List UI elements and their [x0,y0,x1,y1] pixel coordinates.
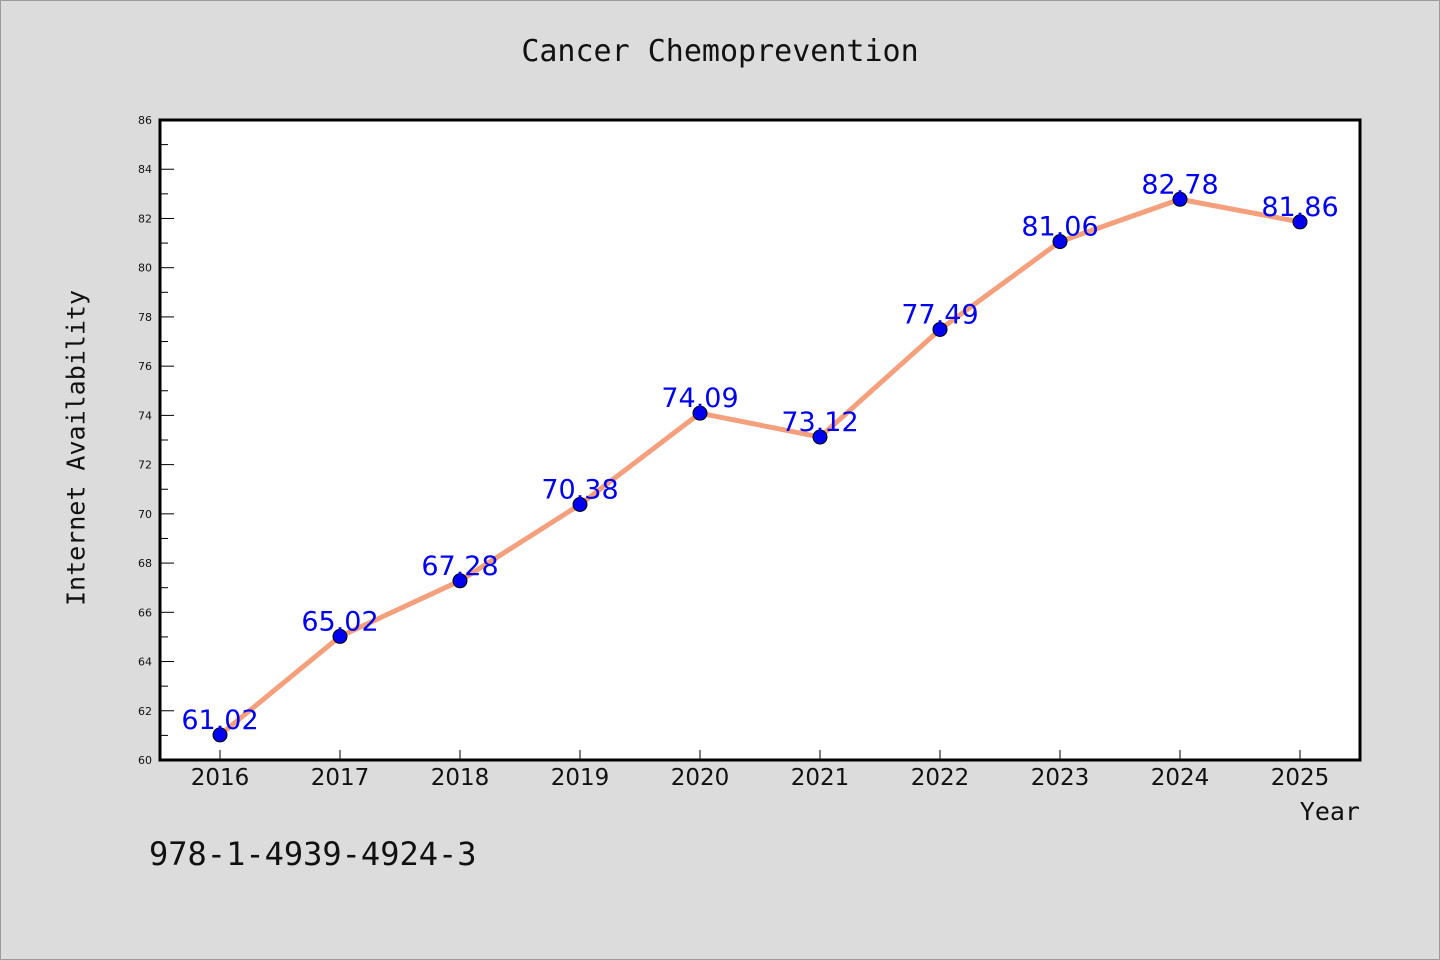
data-label: 82.78 [1141,169,1218,200]
y-tick-label: 66 [138,606,152,619]
data-point [1172,191,1188,207]
data-label: 81.06 [1021,212,1098,243]
y-tick-label: 68 [138,557,152,570]
chart-title: Cancer Chemoprevention [521,34,919,69]
data-label: 74.09 [661,383,738,414]
y-tick-label: 64 [138,656,152,669]
x-tick-label: 2018 [431,765,490,791]
x-tick-label: 2023 [1031,765,1090,791]
data-point [692,405,708,421]
data-point [332,628,348,644]
y-tick-label: 84 [138,163,152,176]
data-point [212,727,228,743]
x-tick-label: 2017 [311,765,370,791]
y-tick-label: 82 [138,212,152,225]
y-tick-label: 72 [138,459,152,472]
data-point [932,321,948,337]
data-point [812,429,828,445]
plot-area [158,118,1362,762]
y-tick-label: 74 [138,409,152,422]
x-tick-label: 2020 [671,765,730,791]
series-line [217,196,1303,738]
y-tick-label: 60 [138,754,152,767]
x-axis-label: Year [1299,797,1360,826]
data-point [1292,214,1308,230]
data-label: 67.28 [421,551,498,582]
y-tick-label: 70 [138,508,152,521]
data-point [1052,234,1068,250]
data-label: 65.02 [301,606,378,637]
data-label: 77.49 [901,299,978,330]
data-label: 70.38 [541,474,618,505]
data-label: 81.86 [1261,192,1338,223]
y-tick-label: 86 [138,114,152,127]
data-point [572,496,588,512]
y-tick-label: 78 [138,311,152,324]
x-tick-label: 2019 [551,765,610,791]
y-tick-label: 80 [138,262,152,275]
x-tick-label: 2022 [911,765,970,791]
isbn-text: 978-1-4939-4924-3 [149,835,477,873]
y-tick-label: 62 [138,705,152,718]
x-tick-label: 2021 [791,765,850,791]
y-tick-label: 76 [138,360,152,373]
data-point [452,573,468,589]
data-label: 61.02 [181,705,258,736]
data-label: 73.12 [781,407,858,438]
x-tick-label: 2024 [1151,765,1210,791]
x-tick-label: 2016 [191,765,250,791]
x-tick-label: 2025 [1271,765,1330,791]
